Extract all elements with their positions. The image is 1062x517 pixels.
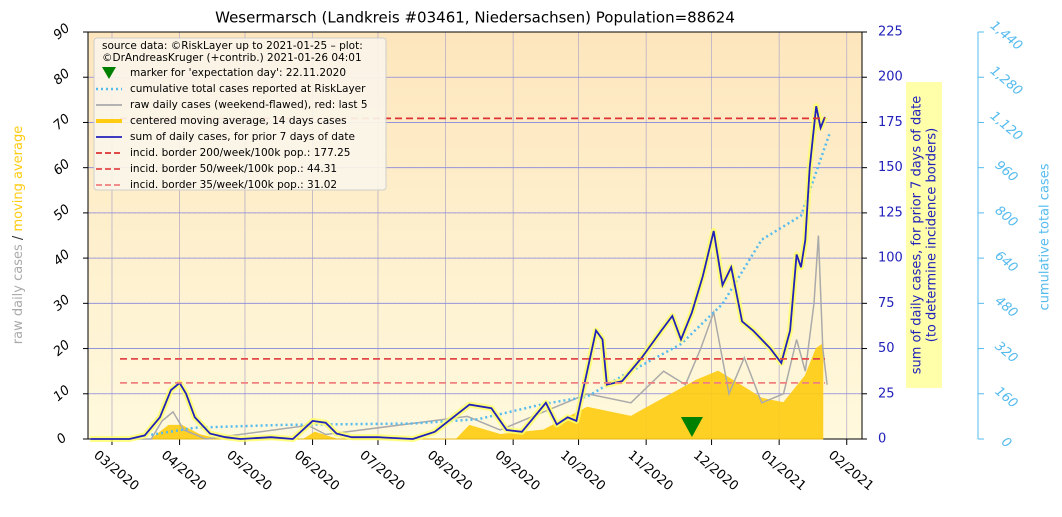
y2-tick-label: 0 xyxy=(878,432,886,447)
x-tick-label: 03/2020 xyxy=(90,448,141,494)
x-tick-label: 07/2020 xyxy=(356,448,407,494)
line xyxy=(150,133,831,437)
y-label-avg: moving average xyxy=(11,126,26,232)
y3-tick-label: 480 xyxy=(992,294,1021,321)
y2-axis-label: sum of daily cases, for prior 7 days of … xyxy=(910,96,925,375)
legend-label: cumulative total cases reported at RiskL… xyxy=(130,83,366,95)
y3-axis-label: cumulative total cases xyxy=(1038,163,1053,310)
y-tick-label: 30 xyxy=(51,292,73,314)
y3-tick-label: 1,280 xyxy=(987,64,1025,99)
y-label-raw: raw daily cases xyxy=(11,244,26,344)
y2-tick-label: 25 xyxy=(878,386,895,401)
y-label-sep: / xyxy=(11,235,26,240)
y-tick-label: 50 xyxy=(51,202,73,224)
y3-tick-label: 960 xyxy=(992,158,1021,185)
y3-tick-label: 0 xyxy=(998,435,1014,452)
y3-tick-label: 320 xyxy=(992,339,1021,366)
x-tick-label: 02/2021 xyxy=(825,448,876,494)
y3-tick-label: 800 xyxy=(992,203,1021,230)
y3-tick-label: 160 xyxy=(992,384,1021,411)
y-tick-label: 10 xyxy=(51,383,73,405)
y-tick-label: 80 xyxy=(51,66,73,88)
y3-tick-label: 640 xyxy=(992,248,1021,275)
legend-marker xyxy=(102,67,116,79)
x-tick-label: 08/2020 xyxy=(424,448,475,494)
legend-label: sum of daily cases, for prior 7 days of … xyxy=(130,131,355,143)
y-tick-label: 60 xyxy=(51,157,73,179)
x-tick-label: 06/2020 xyxy=(291,448,342,494)
y2-label-box xyxy=(906,82,942,388)
line xyxy=(90,106,826,440)
legend-label: marker for 'expectation day': 22.11.2020 xyxy=(130,67,346,79)
y3-tick-label: 1,440 xyxy=(987,18,1025,53)
x-tick-label: 11/2020 xyxy=(625,448,676,494)
line xyxy=(90,235,828,440)
legend-title: source data: ©RiskLayer up to 2021-01-25… xyxy=(102,40,363,52)
x-tick-label: 09/2020 xyxy=(492,448,543,494)
x-tick-label: 05/2020 xyxy=(223,448,274,494)
y2-tick-label: 200 xyxy=(878,70,903,85)
y2-tick-label: 100 xyxy=(878,251,903,266)
y2-tick-label: 150 xyxy=(878,160,903,175)
x-tick-label: 12/2020 xyxy=(690,448,741,494)
y-tick-label: 90 xyxy=(51,21,73,43)
y2-axis-label: (to determine incidence borders) xyxy=(925,128,940,343)
y-axis-label: raw daily cases / moving average xyxy=(11,126,26,344)
y-tick-label: 70 xyxy=(51,111,73,133)
legend-label: raw daily cases (weekend-flawed), red: l… xyxy=(130,99,368,111)
y2-tick-label: 50 xyxy=(878,341,895,356)
legend-label: centered moving average, 14 days cases xyxy=(130,115,347,127)
y-tick-label: 20 xyxy=(51,337,73,359)
area xyxy=(90,343,824,440)
chart-title: Wesermarsch (Landkreis #03461, Niedersac… xyxy=(215,9,735,27)
expectation-marker xyxy=(680,417,703,437)
x-tick-label: 01/2021 xyxy=(758,448,809,494)
y2-tick-label: 125 xyxy=(878,205,903,220)
y3-tick-label: 1,120 xyxy=(987,109,1025,144)
y-tick-label: 0 xyxy=(54,431,70,448)
legend-label: incid. border 200/week/100k pop.: 177.25 xyxy=(130,147,350,159)
x-tick-label: 10/2020 xyxy=(557,448,608,494)
legend-label: incid. border 50/week/100k pop.: 44.31 xyxy=(130,163,337,175)
y-tick-label: 40 xyxy=(51,247,73,269)
legend-box xyxy=(93,37,387,191)
y2-tick-label: 175 xyxy=(878,115,903,130)
legend-title: ©DrAndreasKruger (+contrib.) 2021-01-26 … xyxy=(102,52,362,64)
legend-label: incid. border 35/week/100k pop.: 31.02 xyxy=(130,179,337,191)
y2-tick-label: 225 xyxy=(878,25,903,40)
x-tick-label: 04/2020 xyxy=(158,448,209,494)
y2-tick-label: 75 xyxy=(878,296,895,311)
